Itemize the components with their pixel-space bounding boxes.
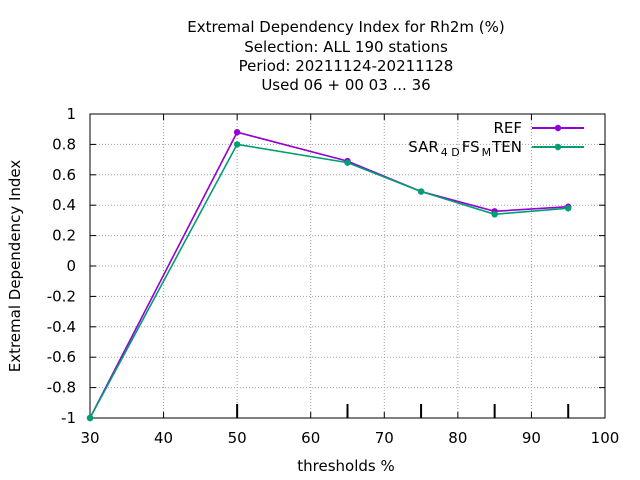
- y-tick-label: 0.2: [52, 227, 76, 245]
- title-line-2: Selection: ALL 190 stations: [244, 38, 448, 56]
- y-tick-label: 0.8: [52, 135, 76, 153]
- legend-marker-0: [554, 124, 562, 132]
- title-line-1: Extremal Dependency Index for Rh2m (%): [187, 18, 505, 36]
- plot-border: [89, 113, 606, 419]
- legend-label-ref: REF: [493, 119, 522, 137]
- x-axis-ticks: 30 40 50 60 70 80 90 100: [80, 114, 619, 447]
- grid: [90, 114, 605, 418]
- series-1-point: [491, 211, 498, 218]
- x-tick-label: 100: [591, 429, 620, 447]
- series-1-point: [86, 414, 94, 422]
- x-tick-label: 50: [228, 429, 247, 447]
- series: [86, 129, 572, 422]
- y-tick-label: 0.6: [52, 166, 76, 184]
- y-axis-label: Extremal Dependency Index: [6, 160, 24, 373]
- y-tick-label: -0.4: [47, 318, 76, 336]
- series-line-0: [89, 131, 569, 419]
- y-tick-label: 1: [66, 105, 76, 123]
- y-tick-label: -0.2: [47, 287, 76, 305]
- x-tick-label: 90: [522, 429, 541, 447]
- legend-marker-1: [554, 143, 562, 151]
- x-tick-label: 70: [375, 429, 394, 447]
- chart-title: Extremal Dependency Index for Rh2m (%) S…: [187, 18, 505, 94]
- x-tick-label: 40: [154, 429, 173, 447]
- legend-label-sar: SAR 4 D FS MTEN: [408, 138, 522, 159]
- legend: REF SAR 4 D FS MTEN: [408, 119, 584, 159]
- title-line-4: Used 06 + 00 03 ... 36: [261, 76, 430, 94]
- series-1-point: [565, 205, 572, 212]
- series-line-1: [89, 143, 569, 419]
- x-tick-label: 60: [301, 429, 320, 447]
- y-tick-label: 0: [66, 257, 76, 275]
- series-0-point: [233, 129, 241, 136]
- y-tick-label: 0.4: [52, 196, 76, 214]
- x-major-marks: [236, 404, 570, 418]
- x-axis-label: thresholds %: [297, 457, 394, 475]
- y-axis-ticks: -1 -0.8 -0.6 -0.4 -0.2 0 0.2 0.4 0.6 0.8 1: [47, 105, 605, 427]
- series-1-point: [417, 188, 425, 195]
- series-1-point: [233, 141, 241, 148]
- y-tick-label: -0.6: [47, 348, 76, 366]
- x-tick-label: 80: [448, 429, 467, 447]
- y-tick-label: -0.8: [47, 379, 76, 397]
- x-tick-label: 30: [80, 429, 99, 447]
- y-tick-label: -1: [61, 409, 76, 427]
- series-1-point: [344, 159, 351, 166]
- title-line-3: Period: 20211124-20211128: [239, 57, 454, 75]
